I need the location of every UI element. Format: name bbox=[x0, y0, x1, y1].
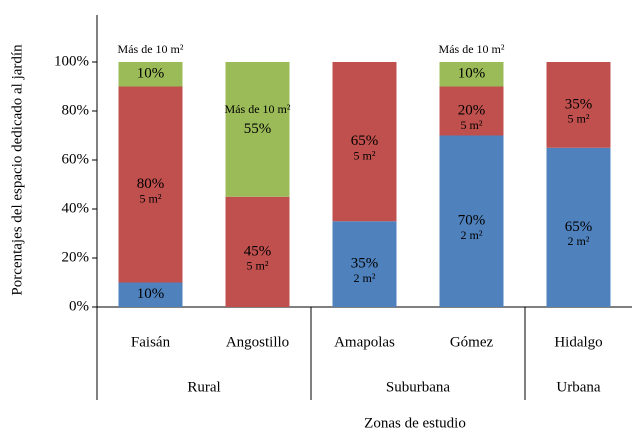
segment-name: 5 m² bbox=[461, 118, 483, 132]
segment-name: 2 m² bbox=[354, 271, 376, 285]
x-tick-label: Angostillo bbox=[226, 334, 289, 350]
x-tick-label: Hidalgo bbox=[554, 334, 602, 350]
value-label: 65% bbox=[351, 133, 379, 149]
x-tick-label: Amapolas bbox=[334, 334, 395, 350]
y-tick-label: 100% bbox=[54, 53, 89, 69]
value-label: 35% bbox=[351, 256, 379, 272]
value-label: 10% bbox=[137, 66, 165, 82]
segment-name: 2 m² bbox=[461, 228, 483, 242]
value-label: 65% bbox=[565, 219, 593, 235]
bar-segment bbox=[439, 135, 504, 307]
value-label: 20% bbox=[458, 102, 486, 118]
segment-name: Más de 10 m² bbox=[225, 102, 291, 116]
x-tick-label: Faisán bbox=[131, 334, 171, 350]
value-label: 10% bbox=[458, 66, 486, 82]
value-label: 45% bbox=[244, 243, 272, 259]
bar-segment bbox=[332, 62, 397, 222]
y-tick-label: 0% bbox=[69, 298, 89, 314]
value-label: 10% bbox=[137, 286, 165, 302]
value-label: 70% bbox=[458, 213, 486, 229]
segment-name: 5 m² bbox=[247, 259, 269, 273]
segment-name: Más de 10 m² bbox=[118, 42, 184, 56]
value-label: 80% bbox=[137, 176, 165, 192]
segment-name: 5 m² bbox=[140, 191, 162, 205]
bar-segment bbox=[225, 62, 290, 197]
segment-name: 2 m² bbox=[568, 234, 590, 248]
segment-name: 5 m² bbox=[568, 112, 590, 126]
bar-segment bbox=[118, 86, 183, 283]
y-tick-label: 20% bbox=[62, 249, 90, 265]
segment-name: 5 m² bbox=[354, 148, 376, 162]
bar-segment bbox=[118, 62, 183, 87]
y-tick-label: 40% bbox=[62, 200, 90, 216]
bar-segment bbox=[225, 196, 290, 307]
bar-segment bbox=[546, 147, 611, 307]
y-tick-label: 80% bbox=[62, 102, 90, 118]
group-label: Urbana bbox=[556, 379, 600, 395]
bar-segment bbox=[118, 282, 183, 307]
value-label: 55% bbox=[244, 121, 272, 137]
bar-segment bbox=[332, 221, 397, 307]
bar-segment bbox=[439, 62, 504, 87]
y-tick-label: 60% bbox=[62, 151, 90, 167]
x-axis-label: Zonas de estudio bbox=[364, 415, 466, 431]
x-tick-label: Gómez bbox=[450, 334, 494, 350]
bar-segment bbox=[439, 86, 504, 136]
segment-name: Más de 10 m² bbox=[439, 42, 505, 56]
bar-segment bbox=[546, 62, 611, 148]
value-label: 35% bbox=[565, 96, 593, 112]
group-label: Suburbana bbox=[386, 379, 450, 395]
y-axis-label: Porcentajes del espacio dedicado al jard… bbox=[9, 44, 25, 296]
group-label: Rural bbox=[187, 379, 220, 395]
